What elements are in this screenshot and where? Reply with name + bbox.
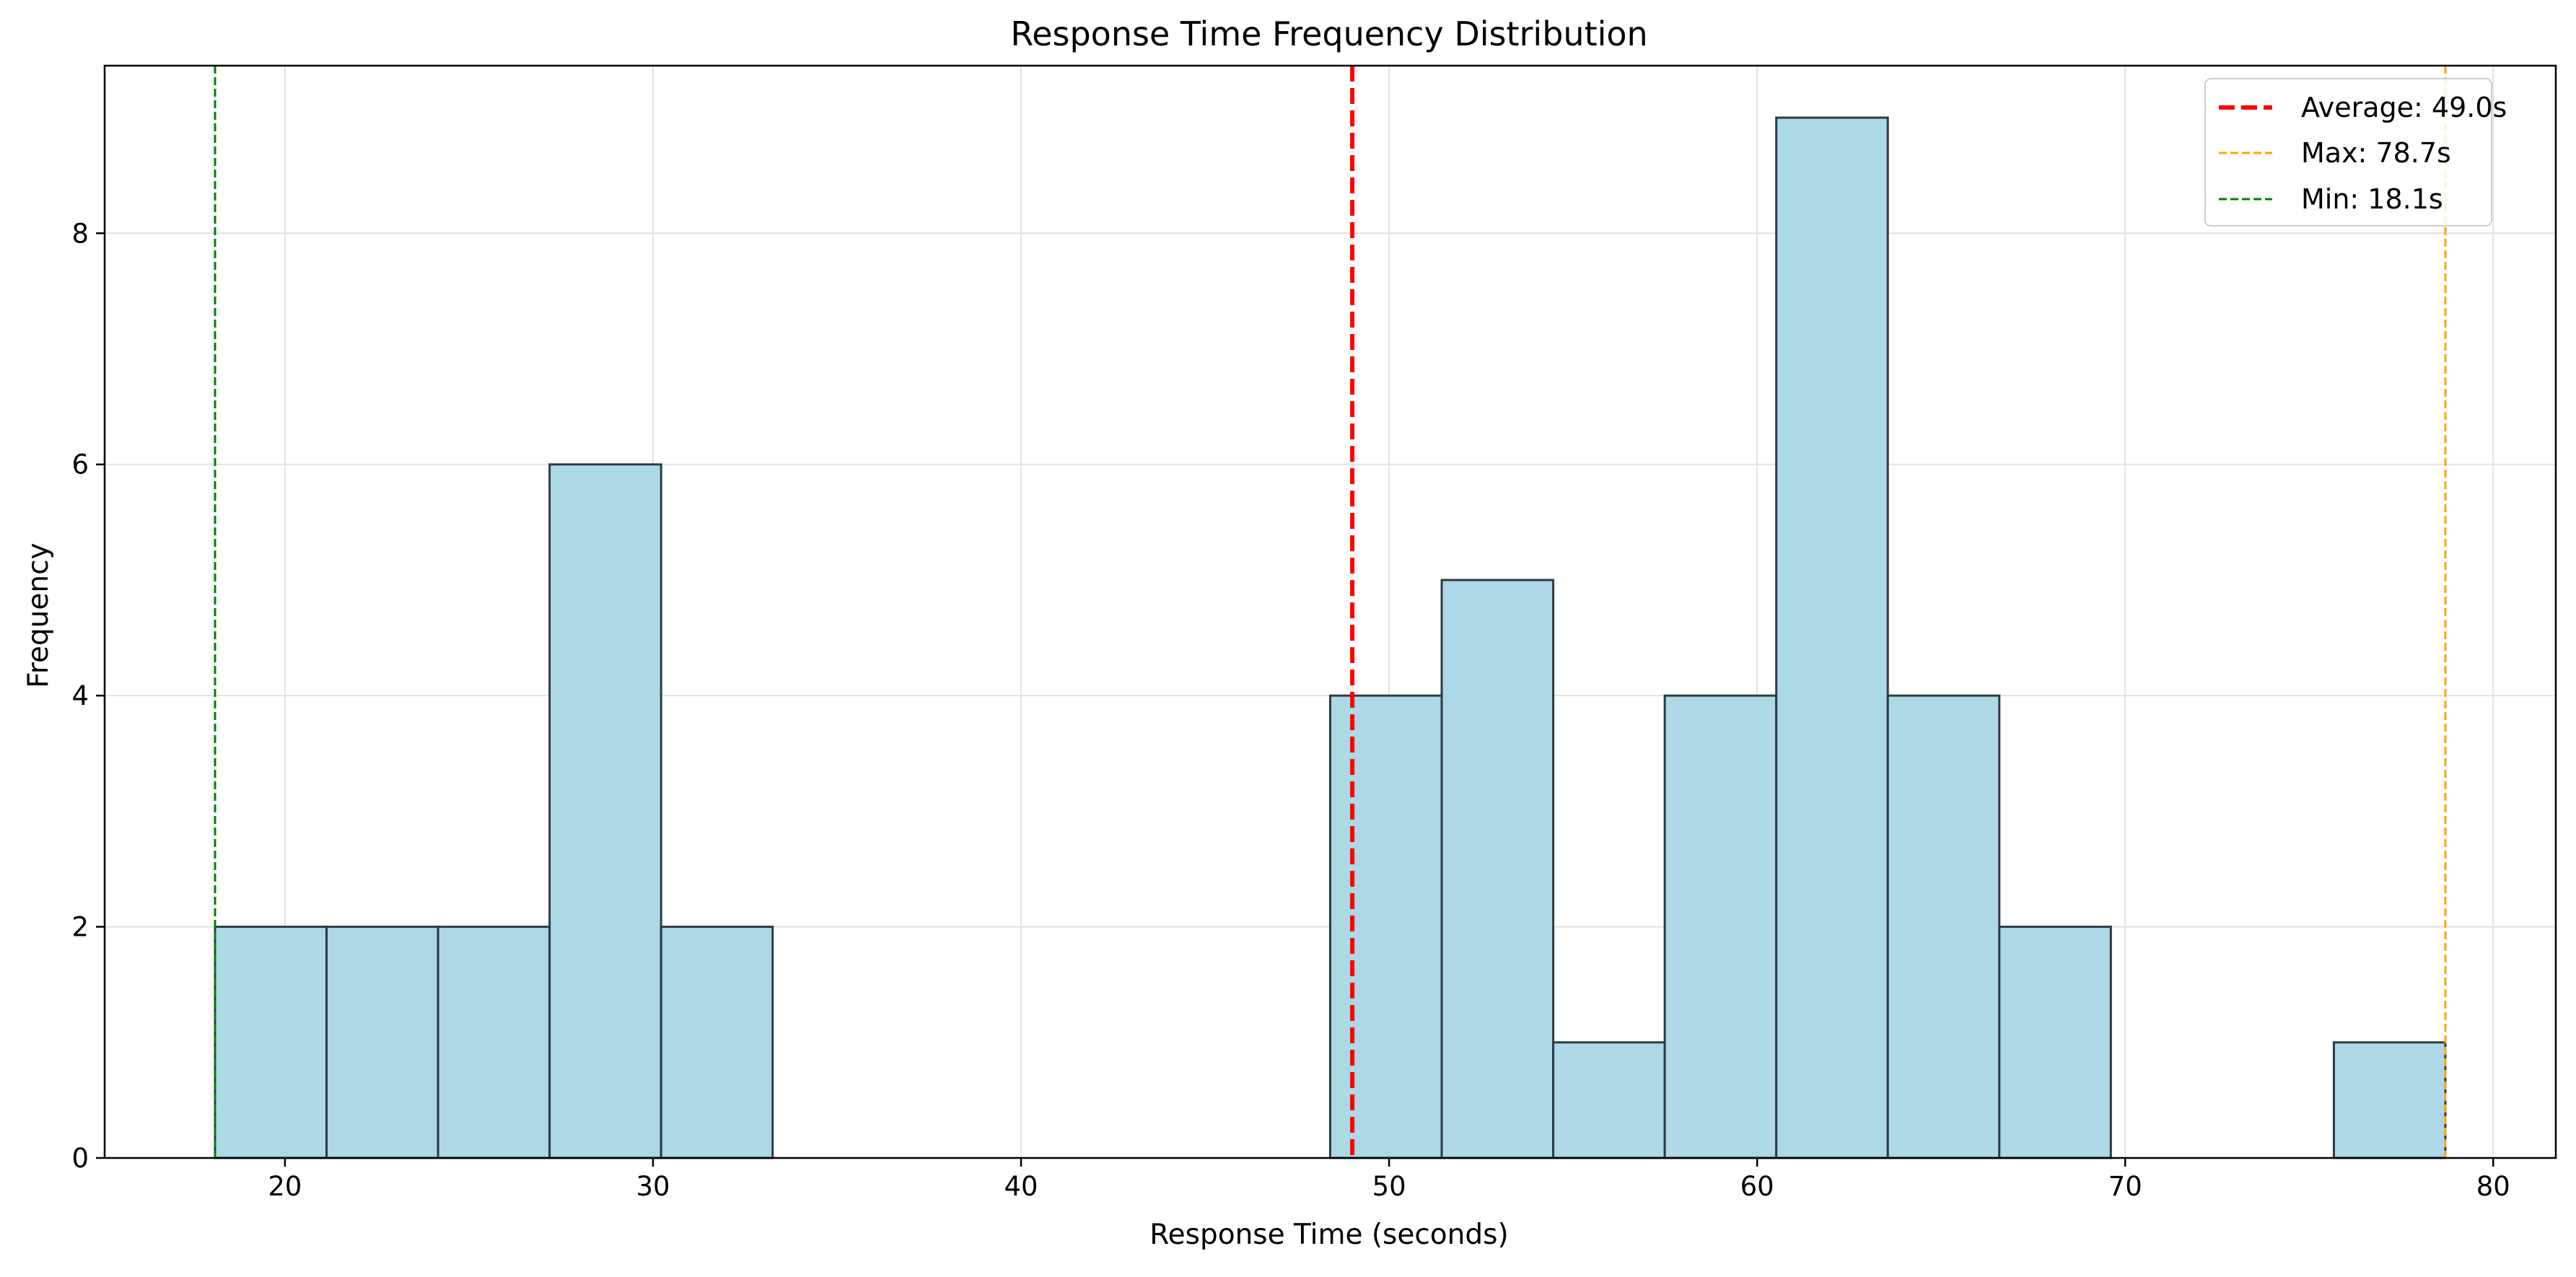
histogram-bar <box>1552 1041 1666 1159</box>
y-tick-label: 0 <box>71 1143 89 1174</box>
histogram-bar <box>2332 1041 2447 1159</box>
x-tick-label: 30 <box>636 1171 670 1202</box>
x-axis-title: Response Time (seconds) <box>1149 1219 1508 1251</box>
histogram-bar <box>1775 116 1889 1159</box>
legend-box <box>2204 78 2492 227</box>
chart-title: Response Time Frequency Distribution <box>1010 14 1647 53</box>
plot-frame <box>103 64 2557 1159</box>
histogram-bar <box>548 463 662 1159</box>
legend-min-label: Min: 18.1s <box>2301 183 2443 215</box>
legend-max-label: Max: 78.7s <box>2301 137 2451 169</box>
histogram-bar <box>660 926 774 1159</box>
histogram-bar <box>214 926 328 1159</box>
legend-average-label: Average: 49.0s <box>2301 92 2507 123</box>
y-tick-label: 8 <box>71 218 89 249</box>
x-tick-label: 60 <box>1740 1171 1774 1202</box>
histogram-bar <box>325 926 439 1159</box>
histogram-bar <box>1998 926 2112 1159</box>
x-tick-label: 40 <box>1004 1171 1038 1202</box>
legend: Average: 49.0s Max: 78.7s Min: 18.1s <box>2204 78 2507 227</box>
bars-layer <box>214 116 2447 1159</box>
reference-lines-layer <box>214 66 2447 1158</box>
histogram-bar <box>437 926 551 1159</box>
y-axis-title: Frequency <box>22 543 55 688</box>
x-tick-label: 80 <box>2476 1171 2510 1202</box>
y-tick-label: 6 <box>71 449 89 480</box>
y-tick-label: 2 <box>71 912 89 943</box>
histogram-bar <box>1440 579 1555 1159</box>
x-tick-label: 50 <box>1372 1171 1406 1202</box>
ticks-layer: 20 30 40 50 60 70 80 0 2 4 6 8 <box>71 218 2510 1202</box>
histogram-bar <box>1886 694 2001 1159</box>
histogram-bar <box>1329 694 1443 1159</box>
x-tick-label: 20 <box>268 1171 302 1202</box>
y-tick-label: 4 <box>71 680 89 711</box>
histogram-bar <box>1663 694 1778 1159</box>
x-tick-label: 70 <box>2108 1171 2142 1202</box>
